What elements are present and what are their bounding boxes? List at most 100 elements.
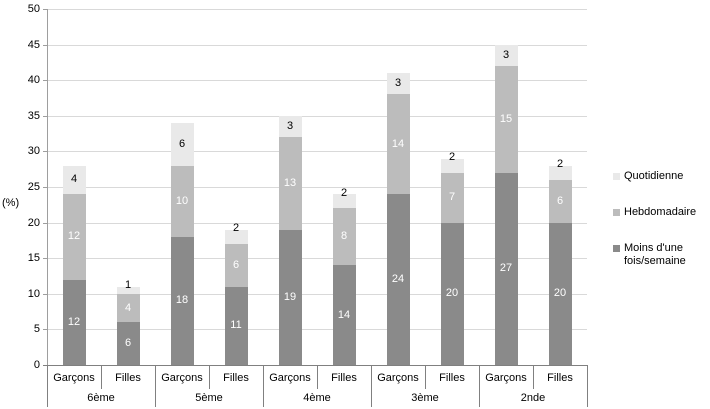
y-axis-tick-label: 25 xyxy=(27,181,40,193)
bar-value-label: 6 xyxy=(556,194,564,207)
y-axis-tick xyxy=(43,115,47,117)
y-axis-tick-label: 10 xyxy=(27,287,40,300)
legend-entry: Hebdomadaire xyxy=(613,206,708,219)
legend-label: Hebdomadaire xyxy=(624,206,697,218)
x-axis-group-label: 4ème xyxy=(303,392,331,404)
bar-value-label: 1 xyxy=(124,279,132,292)
y-axis-tick xyxy=(43,151,47,153)
y-axis-title: (%) xyxy=(2,197,20,209)
bar-value-label: 3 xyxy=(394,77,402,90)
bar-value-label: 2 xyxy=(448,151,456,164)
bar-segment-quotidienne: 1 xyxy=(116,280,140,294)
y-axis-tick xyxy=(43,80,47,82)
gridline xyxy=(47,115,587,117)
gridline xyxy=(47,329,587,331)
bar-value-label: 14 xyxy=(391,137,405,150)
x-axis-sub-label: Filles xyxy=(223,372,249,384)
gridline xyxy=(47,9,587,10)
bar-segment-hebdomadaire: 13 xyxy=(278,137,302,230)
y-axis-tick-label: 35 xyxy=(27,109,40,122)
x-axis-sub-separator xyxy=(425,365,426,389)
bar-value-label: 2 xyxy=(232,222,240,235)
bar-segment-quotidienne: 2 xyxy=(548,159,572,180)
legend-label: Moins d'une fois/semaine xyxy=(624,242,686,267)
bar-value-label: 4 xyxy=(124,301,132,314)
bar-value-label: 24 xyxy=(391,273,405,286)
x-axis-sub-label: Garçons xyxy=(377,372,419,384)
x-axis-sub-separator xyxy=(533,365,534,389)
x-axis-group-separator xyxy=(371,365,372,407)
x-axis-line xyxy=(43,365,587,366)
bar-segment-hebdomadaire: 10 xyxy=(170,165,194,237)
gridline xyxy=(47,80,587,82)
x-axis-sub-label: Filles xyxy=(439,372,465,384)
bar-segment-hebdomadaire: 6 xyxy=(548,179,572,223)
bar-value-label: 18 xyxy=(175,294,189,307)
y-axis-tick xyxy=(43,187,47,188)
bar-segment-quotidienne: 2 xyxy=(440,152,464,173)
x-axis-sub-separator xyxy=(317,365,318,389)
gridline xyxy=(47,258,587,260)
bar-segment-hebdomadaire: 7 xyxy=(440,172,464,223)
bar-value-label: 12 xyxy=(67,230,81,243)
x-axis-sub-label: Filles xyxy=(547,372,573,384)
bar-value-label: 12 xyxy=(67,315,81,328)
y-axis-tick-label: 5 xyxy=(33,323,40,336)
x-axis-group-separator xyxy=(587,365,588,407)
bar-segment-quotidienne: 2 xyxy=(332,187,356,209)
gridline xyxy=(47,44,587,46)
x-axis-sub-label: Garçons xyxy=(485,372,527,384)
bar-segment-moins-dune-fois-semaine: 27 xyxy=(494,172,518,365)
y-axis-tick-label: 45 xyxy=(27,38,40,51)
bar-value-label: 3 xyxy=(502,48,510,61)
x-axis-group-separator xyxy=(479,365,480,407)
y-axis-tick-label: 15 xyxy=(27,252,40,265)
x-axis-sub-label: Garçons xyxy=(161,372,203,384)
bar-value-label: 27 xyxy=(499,262,513,275)
bar-segment-moins-dune-fois-semaine: 12 xyxy=(62,279,86,365)
bar-value-label: 2 xyxy=(340,186,348,199)
bar-segment-moins-dune-fois-semaine: 11 xyxy=(224,286,248,365)
y-axis-tick xyxy=(43,329,47,331)
bar-value-label: 3 xyxy=(286,119,294,132)
bar-segment-quotidienne: 4 xyxy=(62,165,86,195)
bar-value-label: 20 xyxy=(553,287,567,300)
x-axis-sub-label: Filles xyxy=(115,372,141,384)
bar-value-label: 15 xyxy=(499,112,513,125)
x-axis-group-separator xyxy=(47,365,48,407)
gridline xyxy=(47,293,587,295)
gridline xyxy=(47,151,587,153)
bar-segment-hebdomadaire: 15 xyxy=(494,65,518,173)
bar-value-label: 6 xyxy=(124,337,132,350)
legend-entry: Moins d'une fois/semaine xyxy=(613,242,708,268)
bar-segment-hebdomadaire: 14 xyxy=(386,94,410,195)
y-axis-tick-label: 30 xyxy=(27,145,40,158)
bar-segment-moins-dune-fois-semaine: 19 xyxy=(278,229,302,365)
x-axis-group-label: 2nde xyxy=(520,392,546,404)
bar-segment-quotidienne: 3 xyxy=(386,73,410,95)
gridline xyxy=(47,187,587,188)
x-axis-group-label: 5ème xyxy=(195,392,223,404)
x-axis-group-label: 6ème xyxy=(87,392,115,404)
bar-segment-quotidienne: 2 xyxy=(224,223,248,244)
bar-segment-moins-dune-fois-semaine: 14 xyxy=(332,265,356,365)
bar-segment-moins-dune-fois-semaine: 18 xyxy=(170,236,194,365)
bar-segment-moins-dune-fois-semaine: 20 xyxy=(440,222,464,365)
bar-segment-moins-dune-fois-semaine: 20 xyxy=(548,222,572,365)
y-axis-tick xyxy=(43,293,47,295)
y-axis-tick xyxy=(43,258,47,260)
bar-segment-quotidienne: 6 xyxy=(170,122,194,166)
bar-value-label: 19 xyxy=(283,290,297,303)
bar-value-label: 20 xyxy=(445,287,459,300)
legend-swatch-icon xyxy=(613,245,620,252)
bar-segment-quotidienne: 3 xyxy=(278,115,302,138)
bar-value-label: 10 xyxy=(175,194,189,207)
bar-segment-hebdomadaire: 4 xyxy=(116,293,140,323)
x-axis-sub-label: Garçons xyxy=(269,372,311,384)
bar-segment-moins-dune-fois-semaine: 24 xyxy=(386,194,410,365)
legend-entry: Quotidienne xyxy=(613,170,708,183)
bar-value-label: 6 xyxy=(232,258,240,271)
bar-segment-quotidienne: 3 xyxy=(494,44,518,66)
y-axis-tick xyxy=(43,44,47,46)
